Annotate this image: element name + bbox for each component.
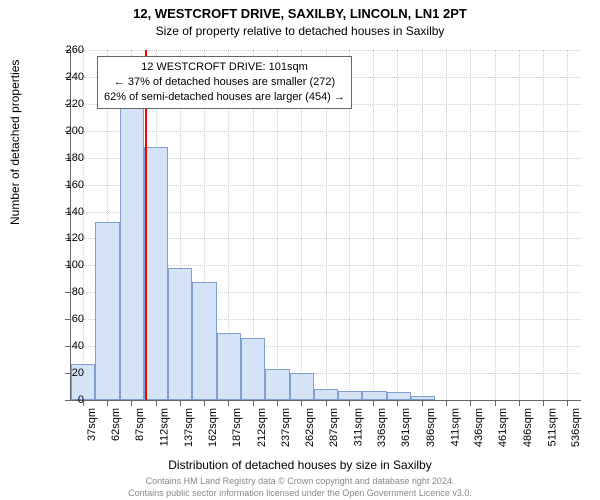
x-tick: [180, 400, 181, 406]
histogram-bar: [144, 147, 168, 400]
histogram-bar: [362, 391, 386, 400]
x-tick: [228, 400, 229, 406]
y-tick-label: 200: [44, 125, 84, 137]
x-tick-label: 386sqm: [425, 408, 437, 447]
plot-area: 12 WESTCROFT DRIVE: 101sqm ← 37% of deta…: [70, 50, 581, 401]
y-tick-label: 0: [44, 394, 84, 406]
y-axis-title: Number of detached properties: [8, 60, 22, 225]
x-tick-label: 237sqm: [280, 408, 292, 447]
x-tick-label: 162sqm: [207, 408, 219, 447]
histogram-bar: [411, 396, 435, 400]
x-tick-label: 37sqm: [86, 408, 98, 441]
x-tick: [373, 400, 374, 406]
histogram-bar: [95, 222, 119, 400]
chart-container: 12, WESTCROFT DRIVE, SAXILBY, LINCOLN, L…: [0, 0, 600, 500]
chart-title-main: 12, WESTCROFT DRIVE, SAXILBY, LINCOLN, L…: [0, 6, 600, 21]
gridline-v: [397, 50, 398, 400]
x-tick-label: 287sqm: [329, 408, 341, 447]
x-tick: [397, 400, 398, 406]
gridline-v: [446, 50, 447, 400]
y-tick-label: 180: [44, 152, 84, 164]
y-tick-label: 40: [44, 340, 84, 352]
x-tick-label: 361sqm: [400, 408, 412, 447]
chart-title-sub: Size of property relative to detached ho…: [0, 24, 600, 38]
x-tick: [131, 400, 132, 406]
footer-line2: Contains public sector information licen…: [0, 488, 600, 498]
y-tick-label: 20: [44, 367, 84, 379]
x-tick: [543, 400, 544, 406]
x-tick-label: 336sqm: [376, 408, 388, 447]
x-tick: [107, 400, 108, 406]
y-tick-label: 260: [44, 44, 84, 56]
gridline-v: [543, 50, 544, 400]
y-tick-label: 220: [44, 98, 84, 110]
x-tick-label: 311sqm: [352, 408, 364, 446]
x-tick-label: 486sqm: [522, 408, 534, 447]
annotation-line1: 12 WESTCROFT DRIVE: 101sqm: [104, 60, 345, 75]
x-tick-label: 511sqm: [546, 408, 558, 446]
x-tick: [253, 400, 254, 406]
histogram-bar: [217, 333, 241, 400]
gridline-v: [470, 50, 471, 400]
x-tick: [470, 400, 471, 406]
histogram-bar: [192, 282, 216, 400]
histogram-bar: [314, 389, 338, 400]
histogram-bar: [120, 100, 144, 400]
x-tick: [519, 400, 520, 406]
annotation-line3: 62% of semi-detached houses are larger (…: [104, 90, 345, 105]
x-tick-label: 262sqm: [304, 408, 316, 447]
gridline-v: [422, 50, 423, 400]
x-tick: [567, 400, 568, 406]
y-tick-label: 140: [44, 206, 84, 218]
x-tick-label: 461sqm: [498, 408, 510, 447]
x-axis-title: Distribution of detached houses by size …: [0, 458, 600, 472]
gridline-v: [495, 50, 496, 400]
x-tick: [446, 400, 447, 406]
x-tick: [156, 400, 157, 406]
x-tick: [204, 400, 205, 406]
histogram-bar: [168, 268, 192, 400]
histogram-bar: [338, 391, 362, 400]
annotation-line2: ← 37% of detached houses are smaller (27…: [104, 75, 345, 90]
y-tick-label: 80: [44, 286, 84, 298]
y-tick-label: 240: [44, 71, 84, 83]
histogram-bar: [265, 369, 289, 400]
x-tick: [301, 400, 302, 406]
x-tick-label: 212sqm: [256, 408, 268, 447]
histogram-bar: [290, 373, 314, 400]
y-tick-label: 160: [44, 179, 84, 191]
x-tick-label: 112sqm: [159, 408, 171, 446]
y-tick-label: 100: [44, 259, 84, 271]
y-tick-label: 120: [44, 232, 84, 244]
x-tick-label: 436sqm: [473, 408, 485, 447]
x-tick-label: 137sqm: [183, 408, 195, 447]
annotation-box: 12 WESTCROFT DRIVE: 101sqm ← 37% of deta…: [97, 56, 352, 109]
x-tick: [349, 400, 350, 406]
gridline-v: [567, 50, 568, 400]
x-tick: [422, 400, 423, 406]
x-tick-label: 62sqm: [110, 408, 122, 441]
gridline-v: [519, 50, 520, 400]
x-tick: [495, 400, 496, 406]
histogram-bar: [241, 338, 265, 400]
x-tick-label: 536sqm: [570, 408, 582, 447]
gridline-v: [373, 50, 374, 400]
x-tick: [277, 400, 278, 406]
y-tick-label: 60: [44, 313, 84, 325]
x-tick-label: 87sqm: [134, 408, 146, 441]
x-tick: [326, 400, 327, 406]
x-tick-label: 411sqm: [449, 408, 461, 446]
histogram-bar: [387, 392, 411, 400]
footer-line1: Contains HM Land Registry data © Crown c…: [0, 476, 600, 486]
x-tick-label: 187sqm: [231, 408, 243, 447]
